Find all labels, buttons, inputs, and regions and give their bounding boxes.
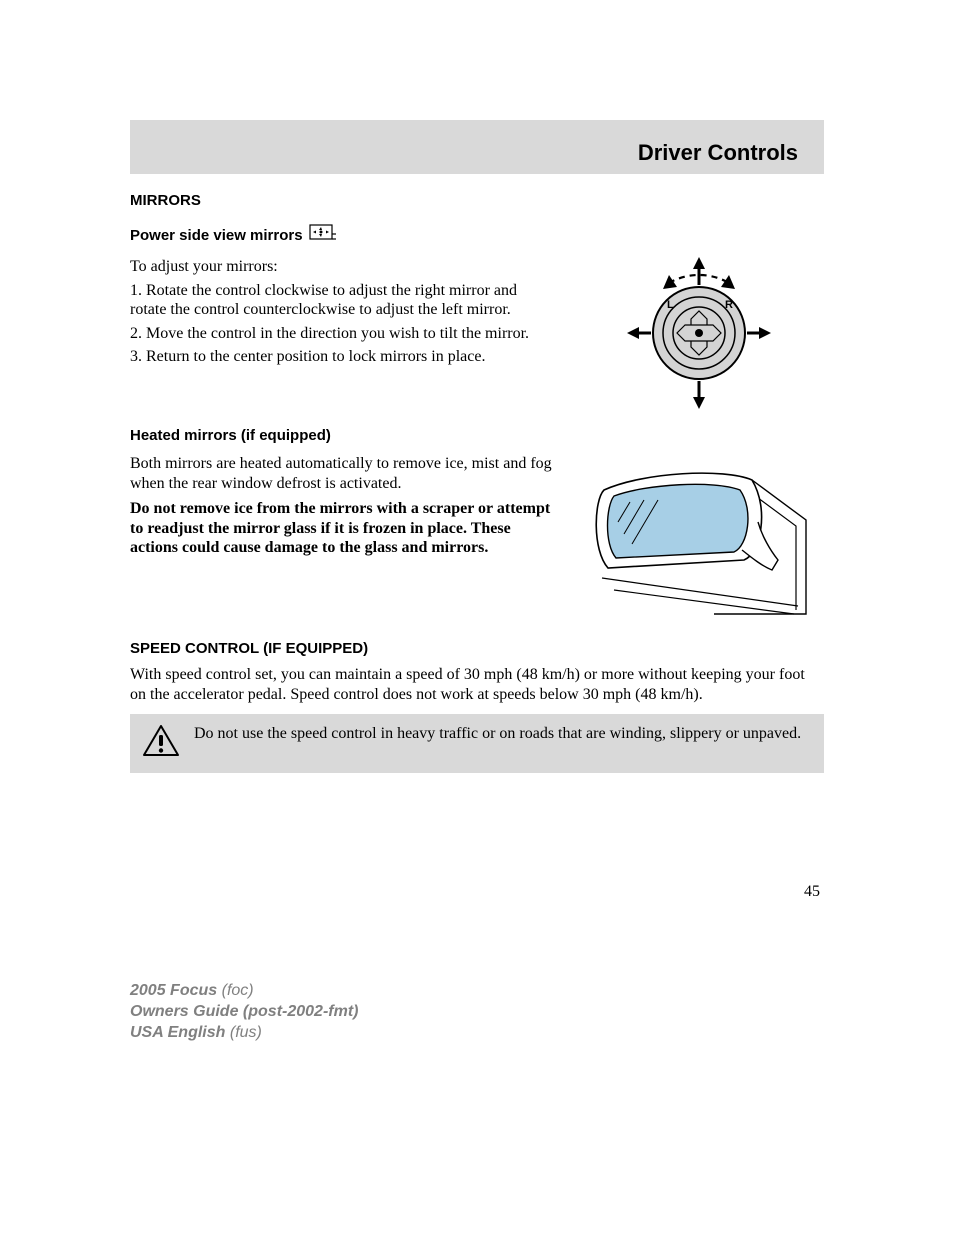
speed-control-body: With speed control set, you can maintain… [130, 665, 824, 704]
warning-text: Do not use the speed control in heavy tr… [194, 724, 801, 744]
mirror-control-figure: L R [574, 253, 824, 413]
power-mirrors-heading-text: Power side view mirrors [130, 227, 303, 244]
footer-line2: Owners Guide (post-2002-fmt) [130, 1002, 824, 1023]
footer-line3-code: (fus) [230, 1024, 262, 1041]
mirror-control-label-L: L [667, 299, 674, 311]
heated-mirrors-body: Both mirrors are heated automatically to… [130, 454, 554, 493]
power-mirrors-step3: 3. Return to the center position to lock… [130, 347, 554, 367]
subsection-heated-mirrors-heading: Heated mirrors (if equipped) [130, 427, 824, 444]
page-number: 45 [130, 883, 824, 901]
warning-icon [142, 724, 180, 763]
footer-line1-bold: 2005 Focus [130, 982, 217, 999]
warning-box: Do not use the speed control in heavy tr… [130, 714, 824, 773]
power-mirrors-step1: 1. Rotate the control clockwise to adjus… [130, 281, 554, 320]
footer-line3-bold: USA English [130, 1024, 225, 1041]
mirror-control-label-R: R [725, 299, 733, 311]
footer-line1-code: (foc) [222, 982, 254, 999]
power-mirrors-step2: 2. Move the control in the direction you… [130, 324, 554, 344]
heated-mirrors-heading-text: Heated mirrors (if equipped) [130, 427, 331, 444]
heated-mirrors-caution: Do not remove ice from the mirrors with … [130, 499, 554, 558]
subsection-power-mirrors-heading: Power side view mirrors [130, 223, 824, 247]
chapter-title: Driver Controls [150, 140, 804, 166]
header-band: Driver Controls [130, 120, 824, 174]
option-mirror-icon [309, 223, 337, 247]
section-mirrors-heading: MIRRORS [130, 192, 824, 209]
section-speed-control-heading: SPEED CONTROL (IF EQUIPPED) [130, 640, 824, 657]
side-mirror-figure [574, 450, 824, 630]
power-mirrors-intro: To adjust your mirrors: [130, 257, 554, 277]
footer: 2005 Focus (foc) Owners Guide (post-2002… [130, 981, 824, 1043]
